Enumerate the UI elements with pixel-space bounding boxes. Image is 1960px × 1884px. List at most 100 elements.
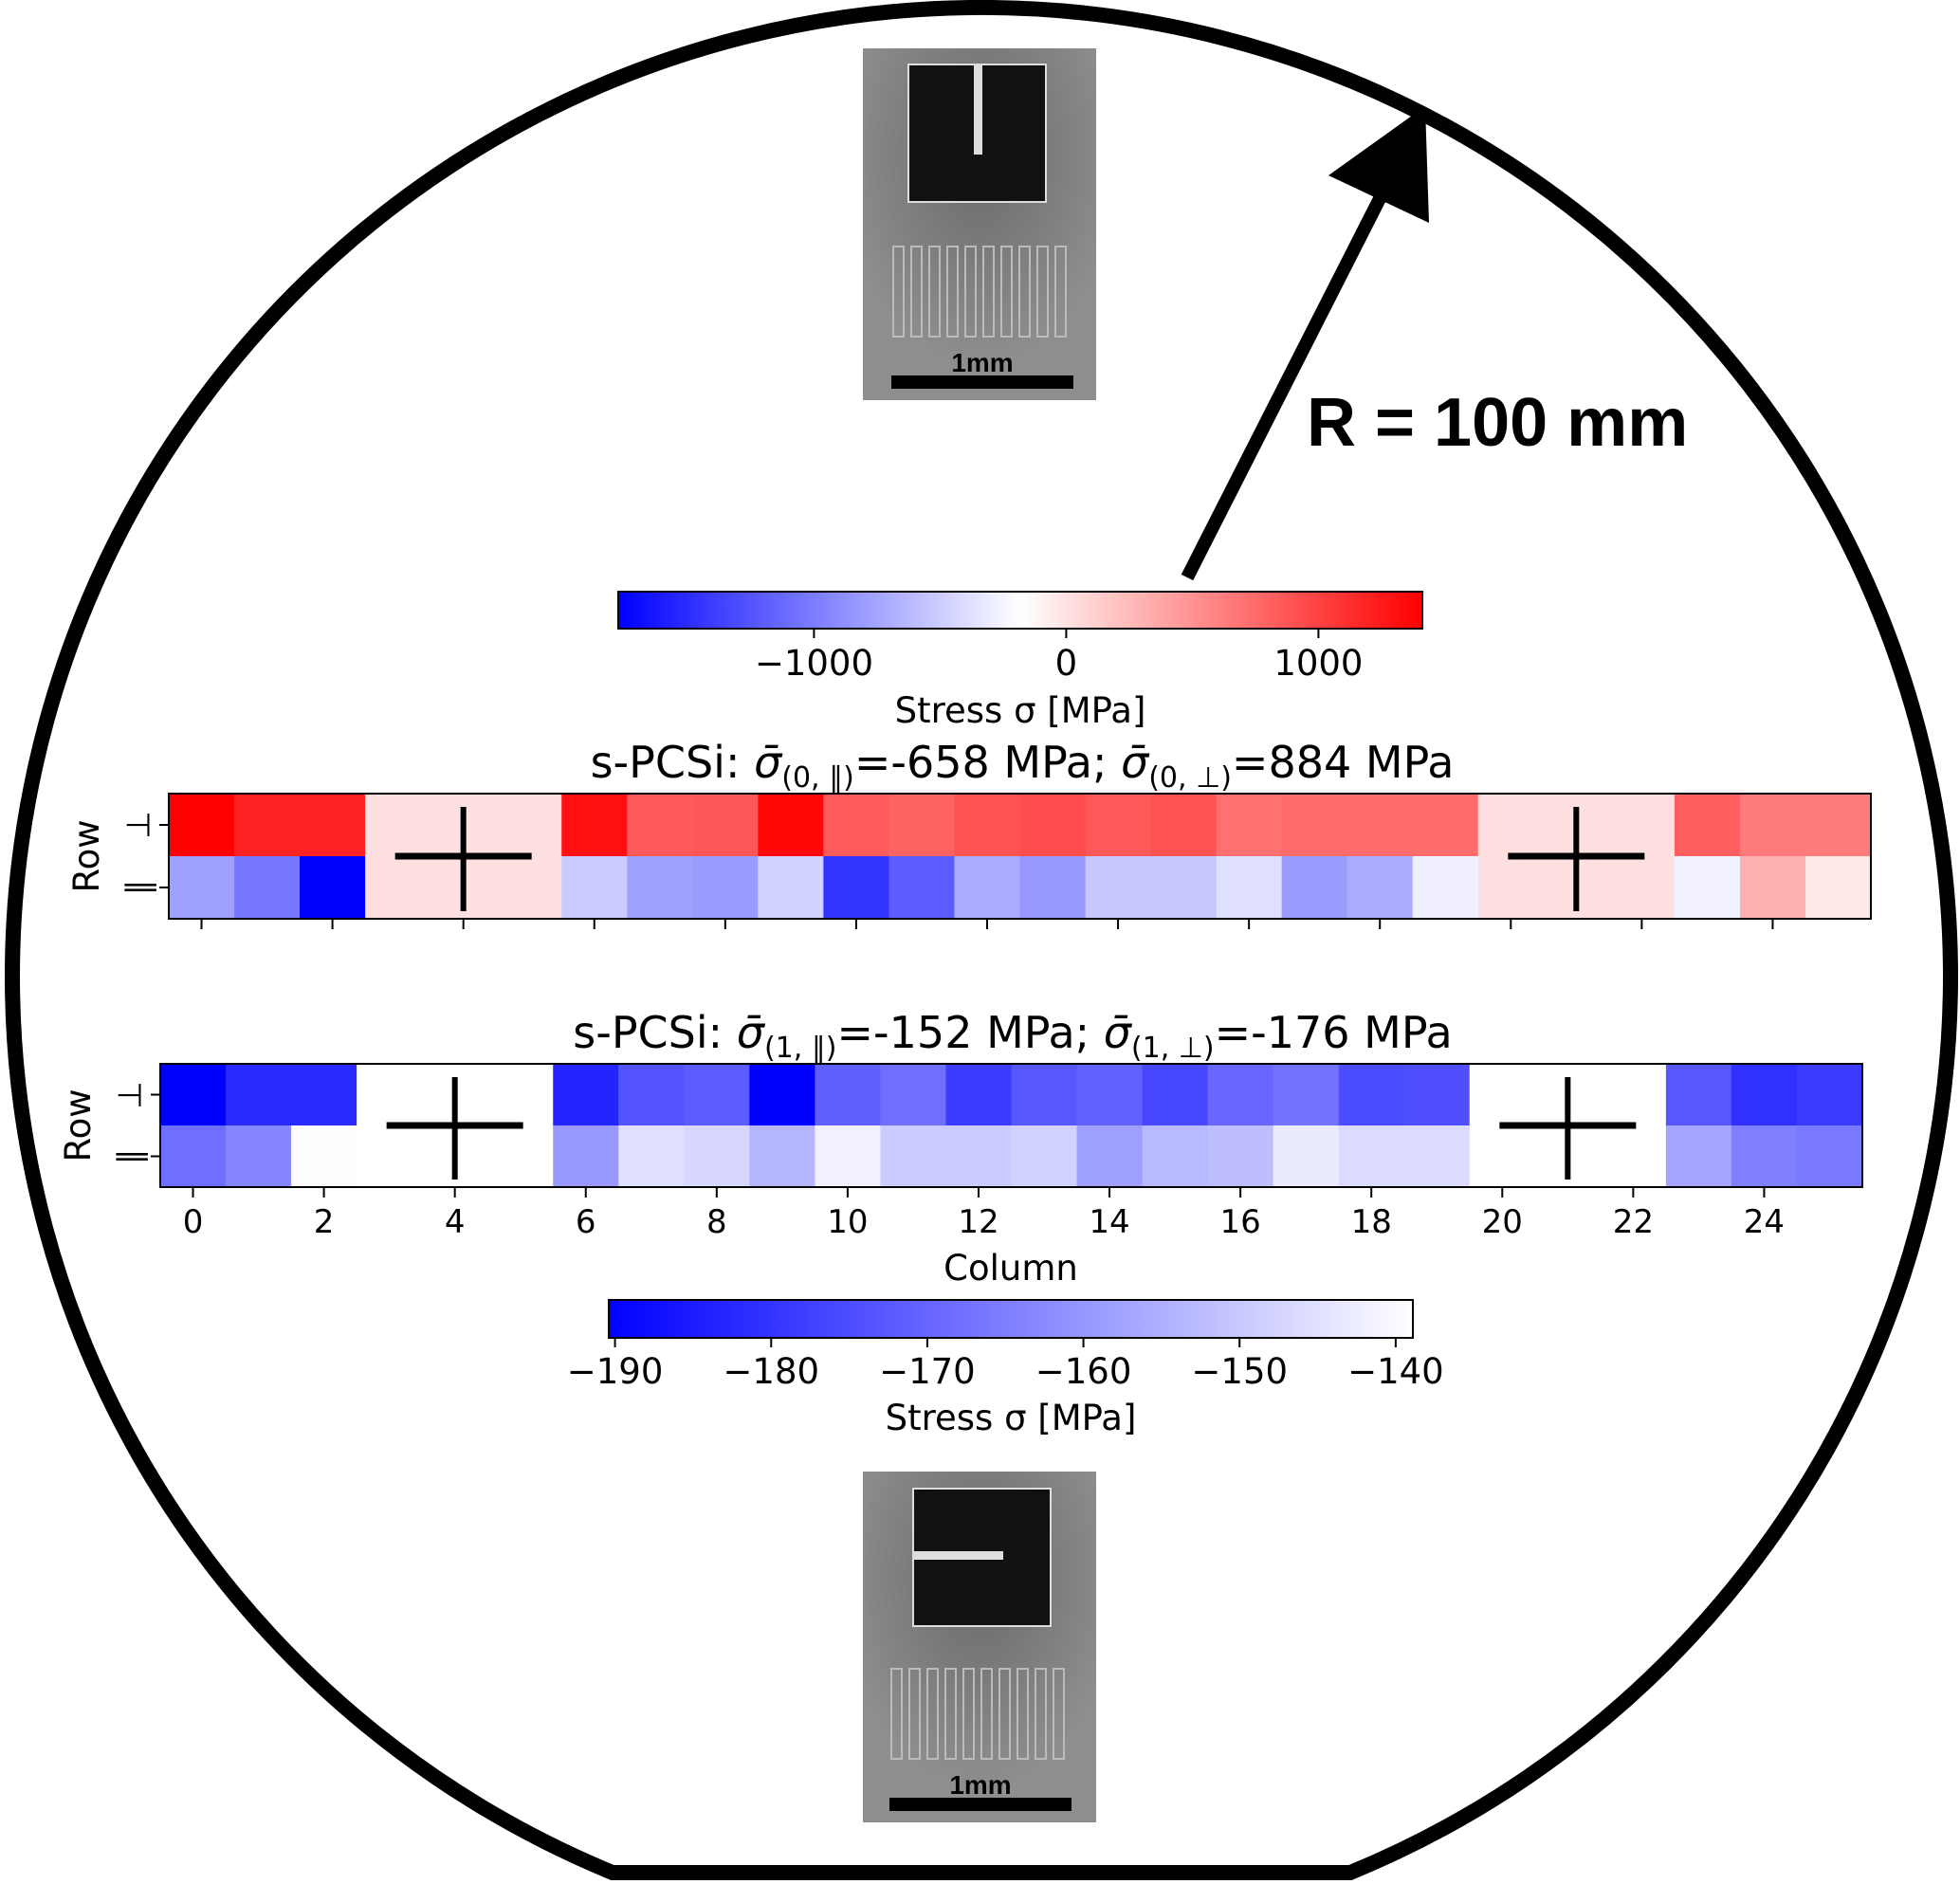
cross-marker <box>1508 807 1645 911</box>
heatmap-cell <box>169 794 235 857</box>
heatmap-cell <box>1216 856 1283 920</box>
heatmap-cell <box>1796 1125 1863 1188</box>
heatmap-cell <box>1216 794 1283 857</box>
heatmap-cell-masked <box>1469 1125 1536 1188</box>
cross-marker <box>1499 1077 1637 1180</box>
heatmap-cell <box>684 1125 750 1188</box>
x-tick-label: 18 <box>1351 1203 1392 1241</box>
heatmap-cell <box>169 856 235 920</box>
heatmap-cell <box>1403 1064 1471 1126</box>
cross-marker <box>394 807 532 911</box>
heatmap-cell <box>234 856 301 920</box>
heatmap-cell <box>234 794 301 857</box>
heatmap-cell <box>1403 1125 1471 1188</box>
heatmap-cell-masked <box>487 1125 554 1188</box>
heatmap-cell <box>1085 856 1152 920</box>
colorbar-tick-label: 1000 <box>1273 643 1363 684</box>
heatmap-cell <box>954 856 1021 920</box>
heatmap-cell <box>954 794 1021 857</box>
heatmap-cell <box>300 856 366 920</box>
heatmap-cell <box>823 794 890 857</box>
x-tick-label: 8 <box>706 1203 727 1241</box>
heatmap-cell <box>1281 856 1348 920</box>
heatmap-cell <box>553 1125 619 1188</box>
heatmap-cell-masked <box>357 1125 423 1188</box>
heatmap-cell <box>627 856 693 920</box>
heatmap-cell <box>1142 1064 1209 1126</box>
heatmap-bottom: s-PCSi: σ̄(1, ∥)=-152 MPa; σ̄(1, ⊥)=-176… <box>58 1007 1863 1289</box>
colorbar-tick-label: −140 <box>1347 1351 1444 1392</box>
colorbar-tick-label: −1000 <box>755 643 873 684</box>
heatmap-cell-masked <box>1477 856 1545 920</box>
heatmap-cell <box>1804 794 1872 857</box>
heatmap-cell <box>1281 794 1348 857</box>
heatmap-cell <box>823 856 890 920</box>
x-tick-label: 12 <box>958 1203 998 1241</box>
heatmap-cell <box>561 794 628 857</box>
heatmap-frame <box>159 1063 1863 1188</box>
heatmap-cell <box>1338 1064 1405 1126</box>
heatmap-top: s-PCSi: σ̄(0, ∥)=-658 MPa; σ̄(0, ⊥)=884 … <box>66 737 1872 929</box>
heatmap-cell <box>1085 794 1152 857</box>
heatmap-cell <box>758 856 824 920</box>
sem-image-top: 1mm <box>863 48 1096 400</box>
colorbar-tick-label: −190 <box>567 1351 664 1392</box>
heatmap-cell <box>1011 1064 1078 1126</box>
row-axis-label-top: Row <box>66 820 107 893</box>
heatmap-cell <box>749 1064 815 1126</box>
heatmap-cell-masked <box>1477 794 1545 857</box>
heatmap-cell-masked <box>365 794 431 857</box>
heatmap-cell-masked <box>1600 1064 1667 1126</box>
x-tick-label: 20 <box>1482 1203 1523 1241</box>
sem-image-bottom: 1mm <box>863 1472 1096 1822</box>
scale-bar-bottom <box>889 1798 1072 1811</box>
row-label-perp-top: ⊥ <box>120 811 158 839</box>
heatmap-cell <box>1796 1064 1863 1126</box>
colorbar-top-label: Stress σ [MPa] <box>895 690 1146 731</box>
heatmap-cell <box>888 794 956 857</box>
row-label-par-top: ∥ <box>120 880 158 896</box>
heatmap-cell-masked <box>1469 1064 1536 1126</box>
radius-label: R = 100 mm <box>1307 385 1688 461</box>
heatmap-cell <box>1674 794 1741 857</box>
heatmap-cell <box>1674 856 1741 920</box>
wafer-outline <box>5 0 1958 1880</box>
colorbar-bottom-label: Stress σ [MPa] <box>886 1398 1137 1438</box>
heatmap-cell <box>945 1064 1013 1126</box>
heatmap-top-title: s-PCSi: σ̄(0, ∥)=-658 MPa; σ̄(0, ⊥)=884 … <box>591 737 1455 795</box>
heatmap-cell-masked <box>1608 794 1676 857</box>
heatmap-cell <box>749 1125 815 1188</box>
heatmap-bottom-title: s-PCSi: σ̄(1, ∥)=-152 MPa; σ̄(1, ⊥)=-176… <box>573 1007 1452 1065</box>
heatmap-cell <box>627 794 693 857</box>
heatmap-cell <box>1019 794 1087 857</box>
radius-arrow <box>1181 106 1429 581</box>
heatmap-cell <box>1665 1125 1732 1188</box>
colorbar-tick-label: −170 <box>879 1351 976 1392</box>
row-axis-label-bottom: Row <box>58 1089 99 1162</box>
heatmap-cell <box>160 1125 227 1188</box>
heatmap-cell <box>1412 794 1479 857</box>
heatmap-cell-masked <box>1608 856 1676 920</box>
heatmap-cell <box>226 1125 292 1188</box>
x-tick-label: 6 <box>576 1203 596 1241</box>
heatmap-cell <box>1011 1125 1078 1188</box>
heatmap-cell <box>1076 1064 1144 1126</box>
heatmap-cell <box>684 1064 750 1126</box>
heatmap-cell <box>880 1125 947 1188</box>
x-tick-label: 0 <box>183 1203 204 1241</box>
heatmap-cell <box>1739 794 1806 857</box>
x-tick-label: 22 <box>1613 1203 1654 1241</box>
scale-bar-label-top: 1mm <box>951 348 1013 377</box>
heatmap-cell <box>1207 1064 1274 1126</box>
heatmap-cell <box>291 1125 357 1188</box>
heatmap-cell <box>1346 856 1414 920</box>
heatmap-cell <box>553 1064 619 1126</box>
heatmap-cell <box>1273 1064 1340 1126</box>
heatmap-cell <box>160 1064 227 1126</box>
colorbar-tick-label: −160 <box>1035 1351 1132 1392</box>
scale-bar-label-bottom: 1mm <box>949 1770 1011 1800</box>
colorbar-tick-label: 0 <box>1055 643 1078 684</box>
heatmap-cell <box>1412 856 1479 920</box>
heatmap-cell <box>618 1125 685 1188</box>
